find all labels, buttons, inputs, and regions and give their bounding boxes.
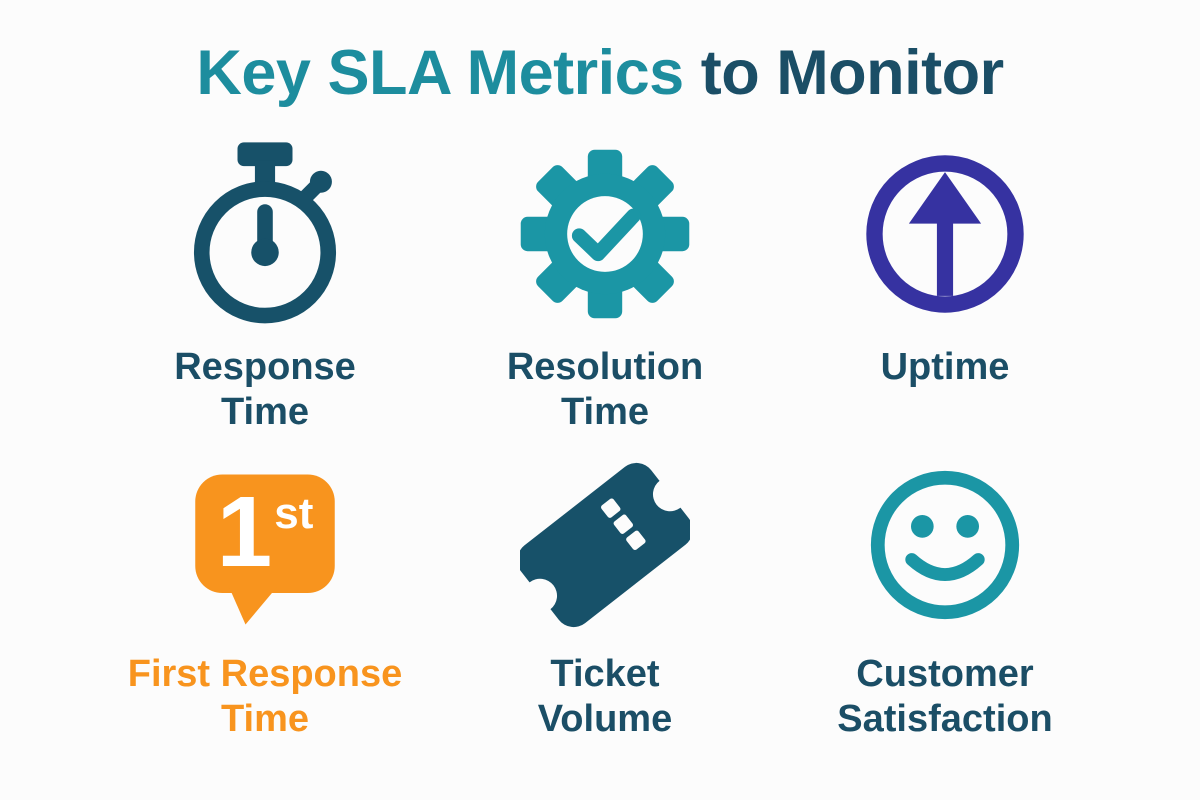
metric-label: Ticket Volume bbox=[538, 652, 672, 743]
metric-ticket-volume: Ticket Volume bbox=[435, 452, 775, 743]
metric-label-line: Resolution bbox=[506, 345, 704, 388]
metric-label-line: Time bbox=[220, 391, 309, 434]
metric-label: Response Time bbox=[174, 345, 356, 436]
metric-icon-wrap bbox=[519, 137, 691, 337]
metric-uptime: Uptime bbox=[775, 137, 1115, 436]
ticket-icon bbox=[517, 460, 693, 635]
metric-icon-wrap bbox=[517, 452, 693, 644]
metric-icon-wrap bbox=[859, 137, 1031, 337]
metric-label: First Response Time bbox=[128, 652, 403, 743]
metric-label: Customer Satisfaction bbox=[837, 652, 1052, 743]
metric-icon-wrap bbox=[864, 452, 1026, 644]
metric-icon-wrap bbox=[177, 137, 353, 337]
metric-label-line: Response bbox=[174, 345, 356, 388]
metrics-grid: Response Time bbox=[95, 137, 1200, 743]
metric-response-time: Response Time bbox=[95, 137, 435, 436]
metric-label-line: First Response bbox=[127, 652, 403, 695]
metric-label: Uptime bbox=[881, 345, 1010, 391]
smiley-face-icon bbox=[864, 464, 1026, 631]
arrow-up-circle-icon bbox=[859, 148, 1031, 325]
metric-label-line: Time bbox=[560, 391, 649, 434]
title-rest: to Monitor bbox=[683, 38, 1004, 108]
page-title: Key SLA Metrics to Monitor bbox=[0, 0, 1200, 109]
metric-label-line: Ticket bbox=[550, 652, 660, 695]
metric-resolution-time: Resolution Time bbox=[435, 137, 775, 436]
metric-label-line: Volume bbox=[537, 698, 673, 741]
stopwatch-icon bbox=[177, 138, 353, 335]
metric-label-line: Satisfaction bbox=[837, 698, 1053, 741]
title-highlight: Key SLA Metrics bbox=[196, 38, 684, 108]
metric-label: Resolution Time bbox=[507, 345, 703, 436]
metric-label-line: Time bbox=[220, 698, 309, 741]
metric-label-line: Customer bbox=[856, 652, 1034, 695]
metric-customer-satisfaction: Customer Satisfaction bbox=[775, 452, 1115, 743]
gear-check-icon bbox=[519, 148, 691, 325]
metric-label-line: Uptime bbox=[880, 345, 1010, 388]
